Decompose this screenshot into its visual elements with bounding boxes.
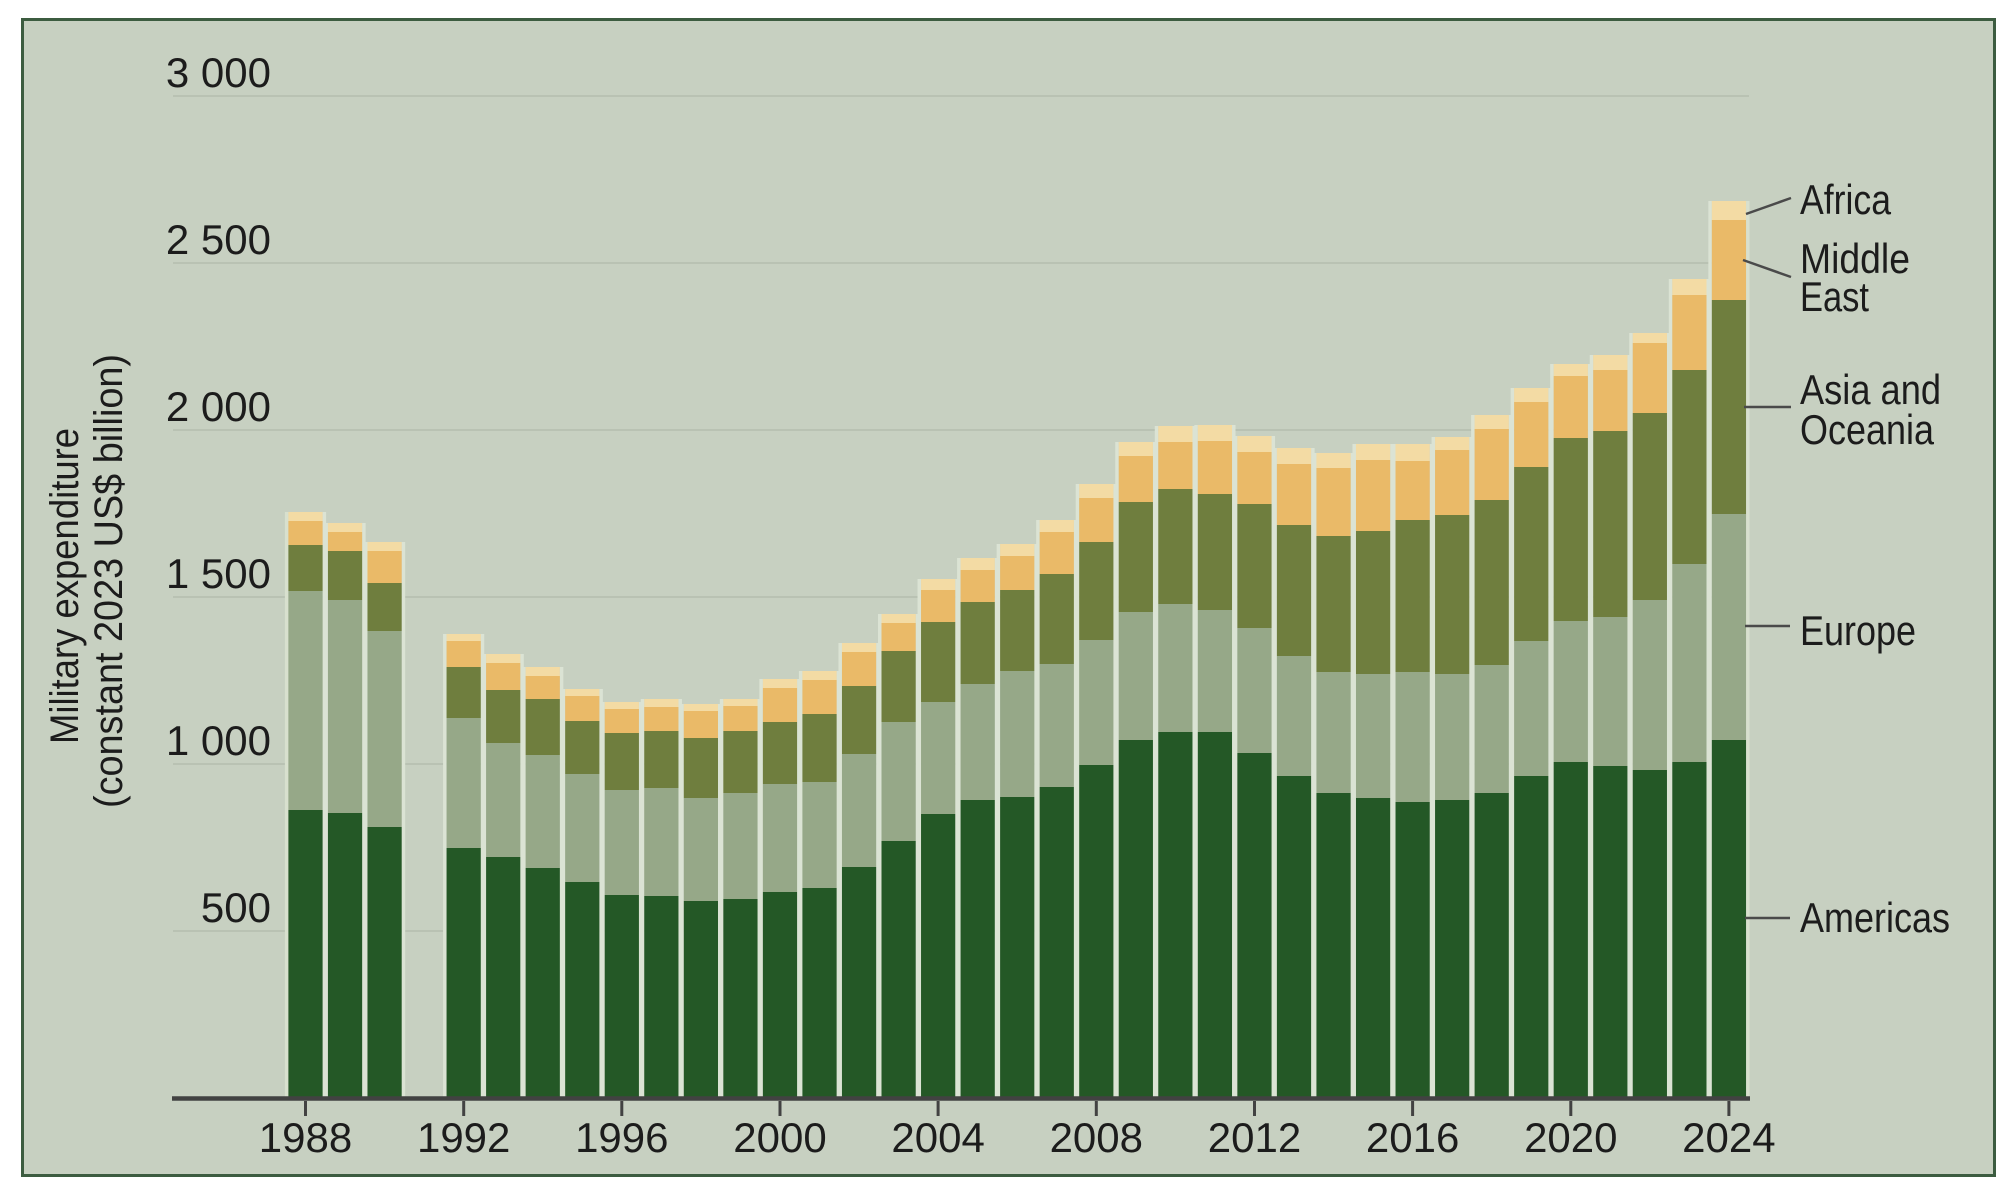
svg-text:2 500: 2 500 bbox=[166, 216, 271, 263]
svg-text:Africa: Africa bbox=[1800, 176, 1892, 223]
svg-text:2008: 2008 bbox=[1050, 1114, 1143, 1161]
svg-text:East: East bbox=[1800, 273, 1869, 320]
svg-text:Oceania: Oceania bbox=[1800, 406, 1935, 453]
svg-text:1 500: 1 500 bbox=[166, 550, 271, 597]
svg-text:Europe: Europe bbox=[1800, 607, 1916, 654]
svg-text:500: 500 bbox=[201, 884, 271, 931]
svg-text:1988: 1988 bbox=[259, 1114, 352, 1161]
svg-text:Americas: Americas bbox=[1800, 894, 1950, 941]
svg-text:2024: 2024 bbox=[1682, 1114, 1775, 1161]
svg-text:1 000: 1 000 bbox=[166, 717, 271, 764]
svg-text:2 000: 2 000 bbox=[166, 383, 271, 430]
svg-text:Military expenditure: Military expenditure bbox=[43, 428, 87, 744]
svg-text:2012: 2012 bbox=[1208, 1114, 1301, 1161]
svg-text:(constant 2023 US$ billion): (constant 2023 US$ billion) bbox=[87, 354, 131, 808]
svg-text:1996: 1996 bbox=[575, 1114, 668, 1161]
svg-text:2016: 2016 bbox=[1366, 1114, 1459, 1161]
svg-text:Middle: Middle bbox=[1800, 235, 1910, 282]
svg-text:2020: 2020 bbox=[1524, 1114, 1617, 1161]
svg-text:3 000: 3 000 bbox=[166, 49, 271, 96]
svg-text:1992: 1992 bbox=[417, 1114, 510, 1161]
svg-text:Asia and: Asia and bbox=[1800, 366, 1941, 413]
svg-text:2000: 2000 bbox=[733, 1114, 826, 1161]
svg-text:2004: 2004 bbox=[891, 1114, 984, 1161]
